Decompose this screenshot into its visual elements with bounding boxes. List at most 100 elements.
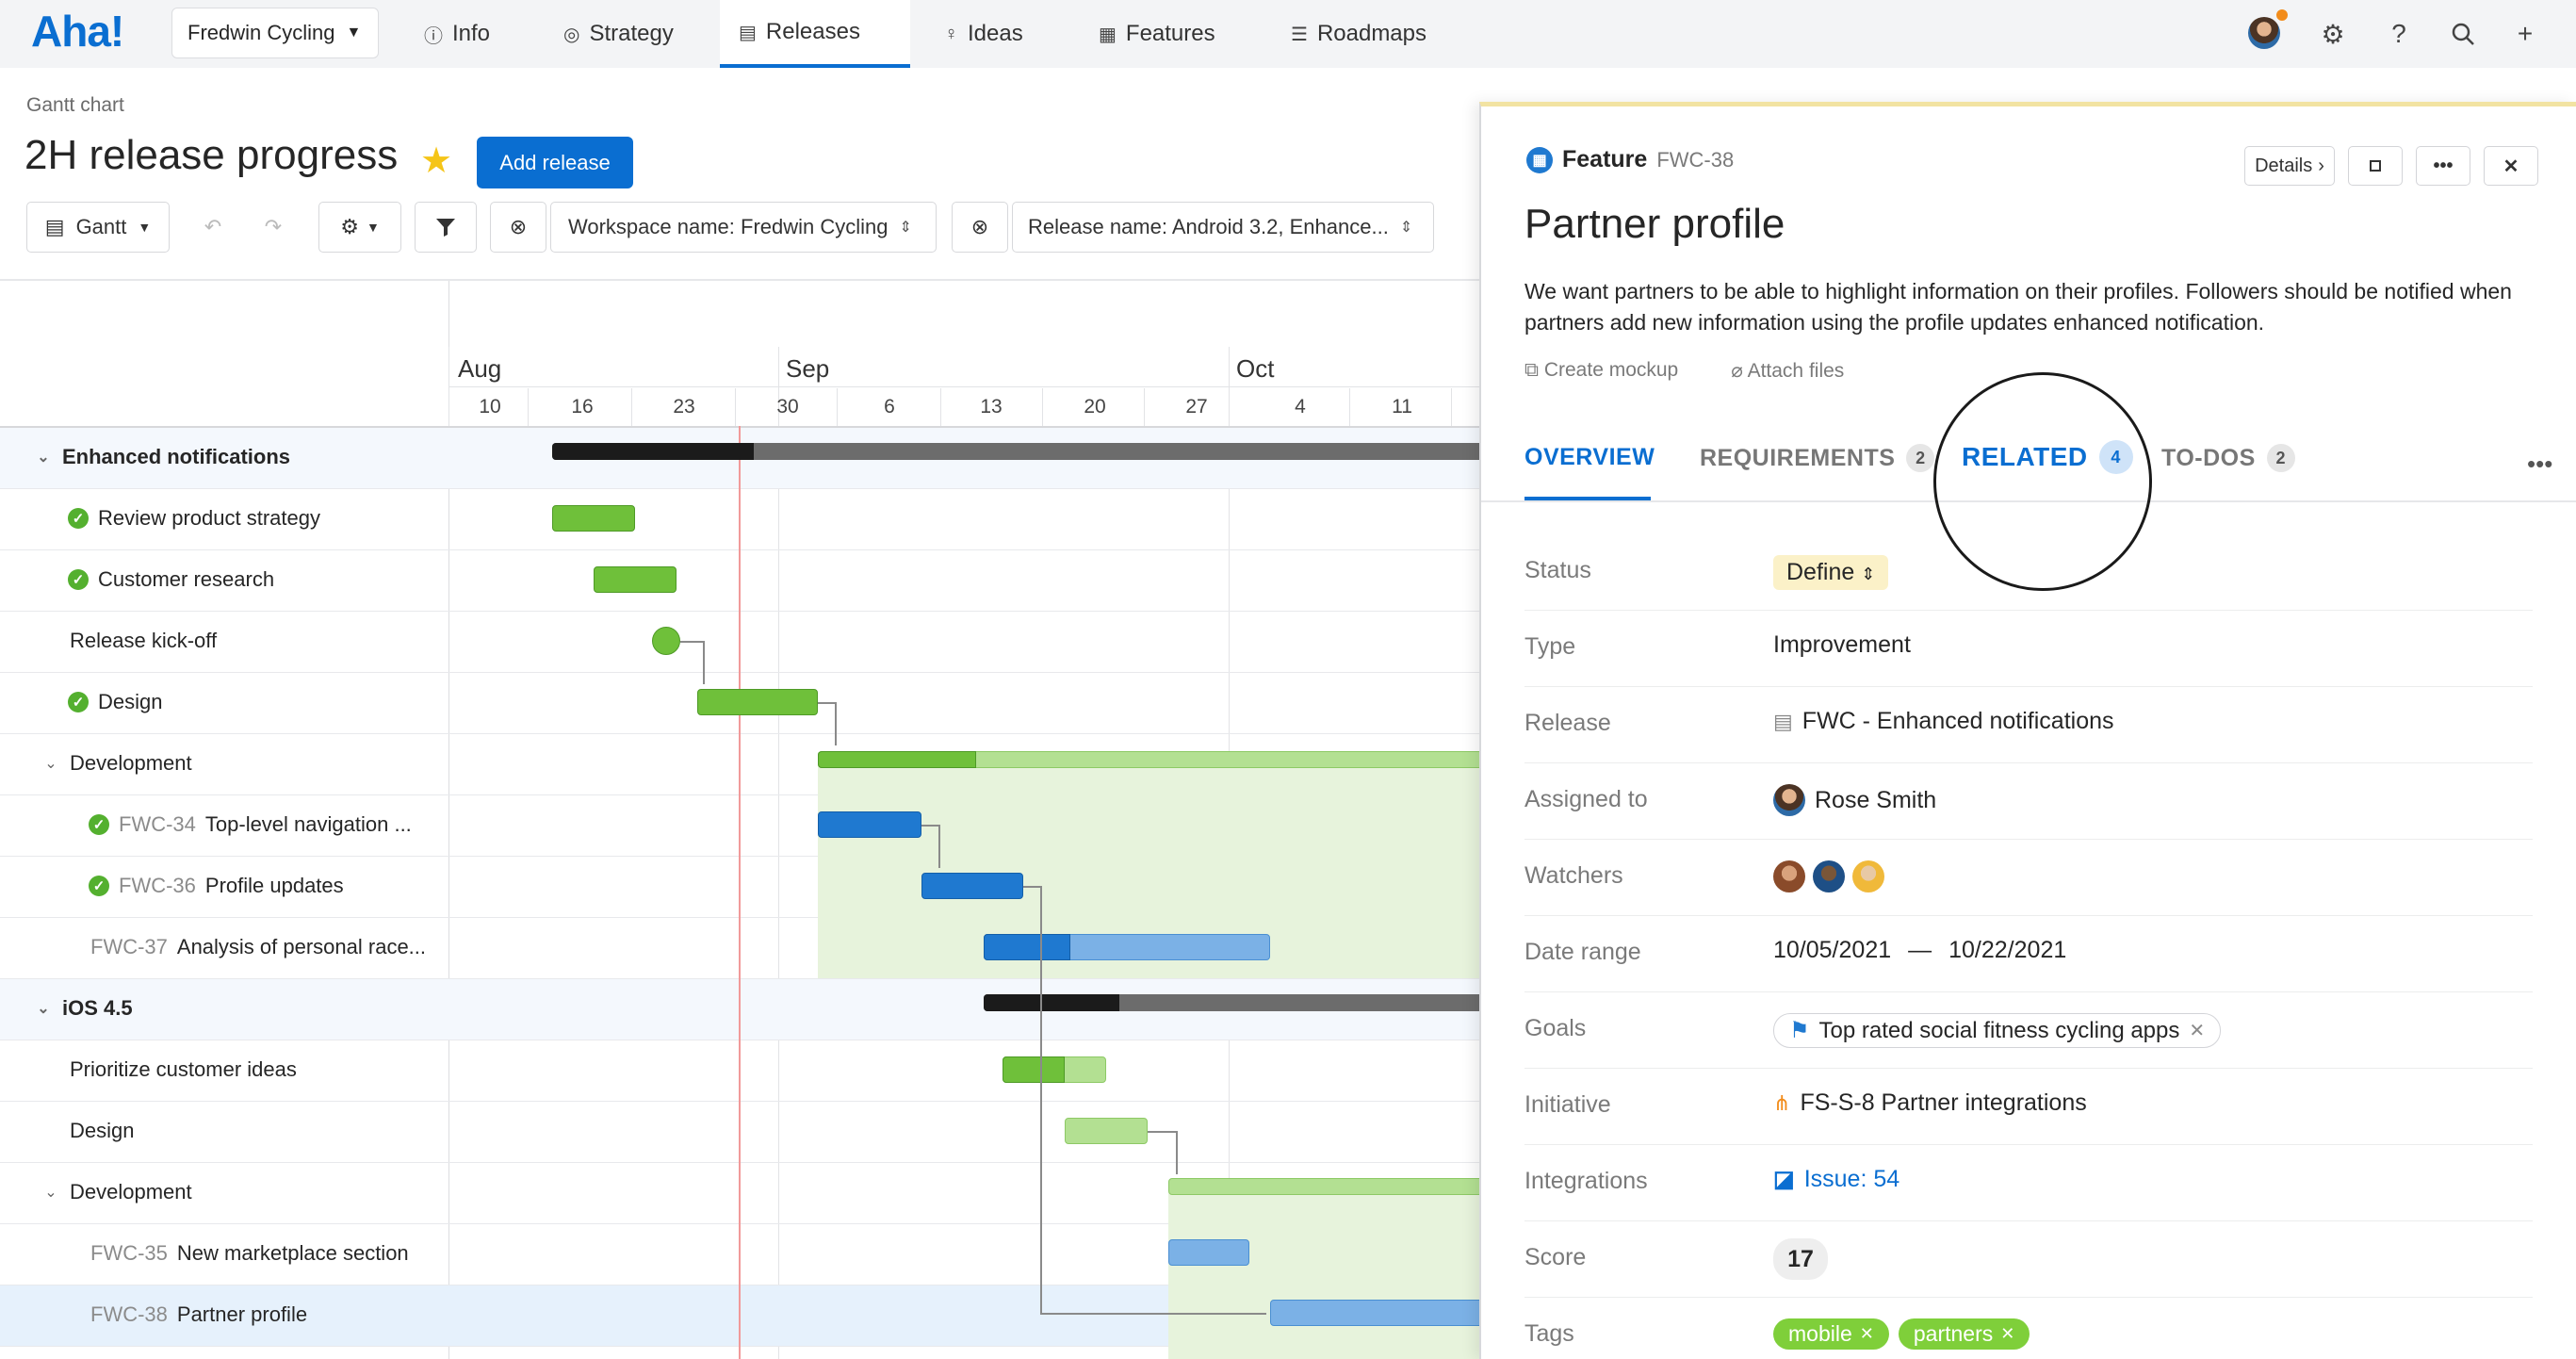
redo-button[interactable]: ↷ xyxy=(245,202,302,253)
aha-logo[interactable]: Aha! xyxy=(31,7,124,56)
remove-icon[interactable]: ✕ xyxy=(2189,1021,2206,1041)
milestone-marker[interactable] xyxy=(652,627,680,655)
close-button[interactable]: ✕ xyxy=(2484,146,2538,186)
gantt-row[interactable]: Prioritize customer ideas xyxy=(0,1040,1489,1102)
plus-icon[interactable]: + xyxy=(2517,19,2534,48)
task-bar[interactable] xyxy=(697,689,818,715)
sort-icon: ⇕ xyxy=(1861,565,1876,583)
gantt-row[interactable]: Release kick-off xyxy=(0,612,1489,673)
chevron-down-icon[interactable]: ⌄ xyxy=(37,450,50,466)
dependency-line xyxy=(1148,1131,1178,1133)
goal-pill[interactable]: ⚑ Top rated social fitness cycling apps ✕ xyxy=(1773,1013,2222,1048)
score-value[interactable]: 17 xyxy=(1773,1238,1828,1280)
more-actions-button[interactable]: ••• xyxy=(2416,146,2470,186)
nav-info[interactable]: ⓘ Info xyxy=(405,0,509,68)
date-end[interactable]: 10/22/2021 xyxy=(1948,937,2067,963)
roadmap-icon: ☰ xyxy=(1291,24,1308,45)
dependency-line xyxy=(1176,1131,1178,1174)
date-start[interactable]: 10/05/2021 xyxy=(1773,937,1892,963)
tags-value[interactable]: mobile ✕ partners ✕ xyxy=(1773,1318,2030,1350)
task-bar[interactable] xyxy=(594,566,677,593)
task-bar[interactable] xyxy=(552,505,635,532)
help-icon[interactable]: ? xyxy=(2391,19,2406,48)
clear-release-filter-button[interactable]: ⊗ xyxy=(952,202,1008,253)
avatar xyxy=(1852,860,1884,892)
tab-requirements[interactable]: REQUIREMENTS 2 xyxy=(1700,444,1935,472)
details-button[interactable]: Details › xyxy=(2244,146,2335,186)
gantt-row[interactable]: FWC-35 New marketplace section xyxy=(0,1224,1489,1285)
feature-title[interactable]: Partner profile xyxy=(1524,201,1785,247)
gantt-row[interactable]: ⌄ Development xyxy=(0,734,1489,795)
week-divider xyxy=(1451,388,1452,428)
nav-features[interactable]: ▦ Features xyxy=(1080,0,1234,68)
tag-pill[interactable]: mobile ✕ xyxy=(1773,1318,1889,1350)
nav-ideas[interactable]: ♀ Ideas xyxy=(925,0,1042,68)
tabs-more-icon[interactable]: ••• xyxy=(2527,450,2553,478)
star-icon[interactable]: ★ xyxy=(420,141,453,181)
type-value[interactable]: Improvement xyxy=(1773,631,1911,658)
chevron-down-icon[interactable]: ⌄ xyxy=(44,756,57,772)
create-mockup-link[interactable]: ⧉ Create mockup xyxy=(1524,359,1678,383)
nav-releases[interactable]: ▤ Releases xyxy=(720,0,910,68)
gantt-row[interactable]: ✓ Customer research xyxy=(0,550,1489,612)
gantt-row[interactable]: FWC-37 Analysis of personal race... xyxy=(0,918,1489,979)
breadcrumb[interactable]: Gantt chart xyxy=(26,94,124,116)
flag-icon: ⚑ xyxy=(1789,1018,1810,1043)
view-selector[interactable]: ▤ Gantt ▼ xyxy=(26,202,170,253)
feature-bar[interactable] xyxy=(921,873,1023,899)
gantt-row[interactable]: ✓ Review product strategy xyxy=(0,489,1489,550)
watchers-value[interactable] xyxy=(1773,860,1884,892)
add-release-button[interactable]: Add release xyxy=(477,137,633,188)
release-filter[interactable]: Release name: Android 3.2, Enhance... ⇕ xyxy=(1012,202,1434,253)
task-bar[interactable] xyxy=(1065,1118,1148,1144)
chevron-down-icon[interactable]: ⌄ xyxy=(44,1185,57,1201)
initiative-value[interactable]: ⋔ FS-S-8 Partner integrations xyxy=(1773,1089,2087,1117)
chevron-down-icon[interactable]: ⌄ xyxy=(37,1001,50,1017)
field-label: Score xyxy=(1524,1244,1587,1270)
feature-bar[interactable] xyxy=(818,811,921,838)
clear-workspace-filter-button[interactable]: ⊗ xyxy=(490,202,546,253)
row-label: Release kick-off xyxy=(70,629,218,652)
gantt-row[interactable]: Design xyxy=(0,1102,1489,1163)
field-label: Watchers xyxy=(1524,862,1623,889)
feature-bar[interactable] xyxy=(1168,1239,1249,1266)
gantt-row[interactable]: ✓ FWC-34 Top-level navigation ... xyxy=(0,795,1489,857)
assignee-value[interactable]: Rose Smith xyxy=(1773,784,1936,816)
remove-icon[interactable]: ✕ xyxy=(2000,1324,2015,1343)
tab-overview[interactable]: OVERVIEW xyxy=(1524,444,1655,471)
workspace-filter[interactable]: Workspace name: Fredwin Cycling ⇕ xyxy=(550,202,937,253)
undo-button[interactable]: ↶ xyxy=(185,202,241,253)
gear-icon[interactable]: ⚙ xyxy=(2321,19,2345,49)
maximize-button[interactable] xyxy=(2348,146,2403,186)
feature-bar[interactable] xyxy=(1270,1300,1489,1326)
remove-icon[interactable]: ✕ xyxy=(1859,1324,1874,1343)
nav-roadmaps[interactable]: ☰ Roadmaps xyxy=(1272,0,1445,68)
phase-bar[interactable] xyxy=(1168,1178,1489,1195)
search-icon[interactable] xyxy=(2448,19,2478,49)
integration-link[interactable]: ◪ Issue: 54 xyxy=(1773,1166,1899,1193)
release-value[interactable]: ▤ FWC - Enhanced notifications xyxy=(1773,708,2114,735)
tab-todos[interactable]: TO-DOS 2 xyxy=(2161,444,2295,472)
feature-description[interactable]: We want partners to be able to highlight… xyxy=(1524,279,2512,335)
week-divider xyxy=(1349,388,1350,428)
status-dropdown[interactable]: Define ⇕ xyxy=(1773,555,1889,590)
release-bar[interactable] xyxy=(552,443,1489,460)
nav-strategy[interactable]: ◎ Strategy xyxy=(545,0,693,68)
goals-value[interactable]: ⚑ Top rated social fitness cycling apps ✕ xyxy=(1773,1013,2222,1048)
tag-pill[interactable]: partners ✕ xyxy=(1898,1318,2030,1350)
gantt-row[interactable]: ✓ FWC-36 Profile updates xyxy=(0,857,1489,918)
initiative-icon: ⋔ xyxy=(1773,1090,1791,1115)
settings-button[interactable]: ⚙ ▼ xyxy=(318,202,401,253)
workspace-switcher[interactable]: Fredwin Cycling ▼ xyxy=(171,8,379,58)
date-range-value[interactable]: 10/05/2021 — 10/22/2021 xyxy=(1773,937,2066,964)
gantt-row[interactable]: ⌄ Development xyxy=(0,1163,1489,1224)
user-avatar[interactable] xyxy=(2248,17,2280,49)
day-label: 10 xyxy=(479,396,501,418)
row-label: Development xyxy=(70,1180,192,1203)
record-id[interactable]: FWC-38 xyxy=(1656,147,1735,172)
filter-button[interactable] xyxy=(415,202,477,253)
field-label: Integrations xyxy=(1524,1168,1648,1194)
field-release: Release ▤ FWC - Enhanced notifications xyxy=(1524,687,2533,763)
gantt-row[interactable]: ✓ Design xyxy=(0,673,1489,734)
attach-files-link[interactable]: ⌀ Attach files xyxy=(1731,359,1844,383)
